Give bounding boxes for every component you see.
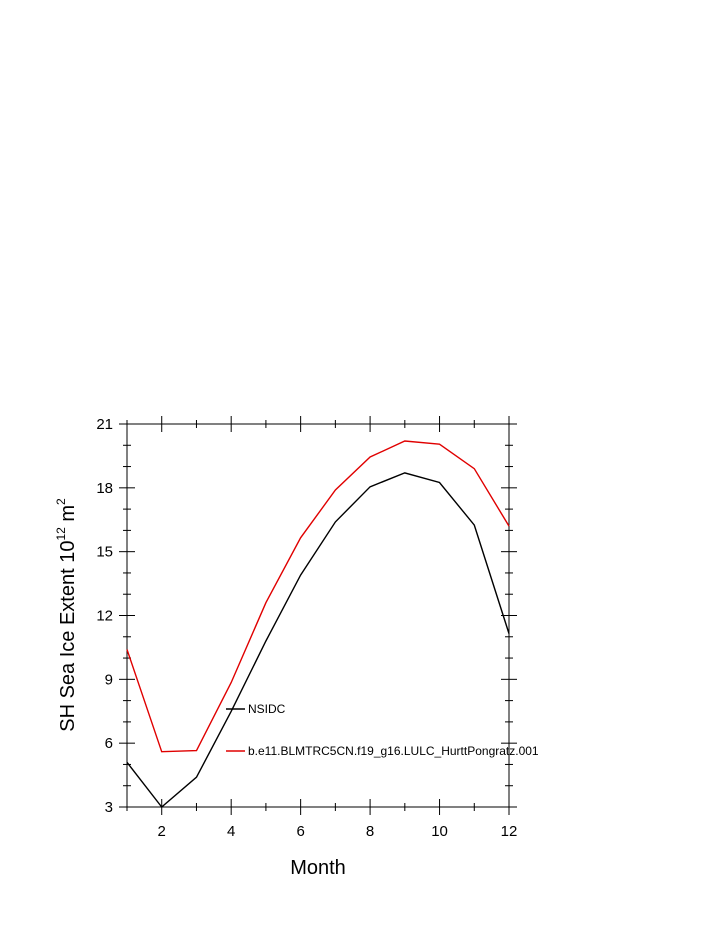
legend: NSIDC b.e11.BLMTRC5CN.f19_g16.LULC_HurttP…	[226, 702, 539, 758]
series-line-model	[126, 440, 510, 753]
y-axis-label-prefix: SH Sea Ice Extent 10	[57, 541, 79, 732]
y-tick-label: 6	[105, 735, 113, 752]
series-line-nsidc	[126, 472, 510, 809]
legend-label: b.e11.BLMTRC5CN.f19_g16.LULC_HurttPongra…	[248, 744, 539, 758]
y-tick-label: 9	[105, 671, 113, 688]
y-tick-label: 12	[96, 608, 113, 625]
y-tick-label: 15	[96, 544, 113, 561]
series-lines	[126, 440, 510, 809]
legend-label: NSIDC	[248, 702, 286, 716]
y-tick-label: 18	[96, 480, 113, 497]
y-axis-label-exponent: 12	[54, 527, 68, 541]
y-axis-label: SH Sea Ice Extent 1012 m2	[54, 498, 79, 732]
tick-labels: 2 4 6 8 10 12 3 6 9 12 15 18 21	[96, 416, 517, 840]
y-axis-label-unit: m	[57, 505, 79, 527]
x-tick-label: 12	[501, 823, 518, 840]
x-tick-label: 4	[227, 823, 235, 840]
y-tick-label: 21	[96, 416, 113, 433]
x-tick-label: 6	[296, 823, 304, 840]
x-tick-label: 10	[431, 823, 448, 840]
y-tick-label: 3	[105, 799, 113, 816]
y-axis-label-unit-exponent: 2	[54, 498, 68, 505]
x-tick-label: 2	[158, 823, 166, 840]
x-axis-label: Month	[290, 857, 346, 879]
axis-ticks	[119, 416, 517, 815]
x-tick-label: 8	[366, 823, 374, 840]
